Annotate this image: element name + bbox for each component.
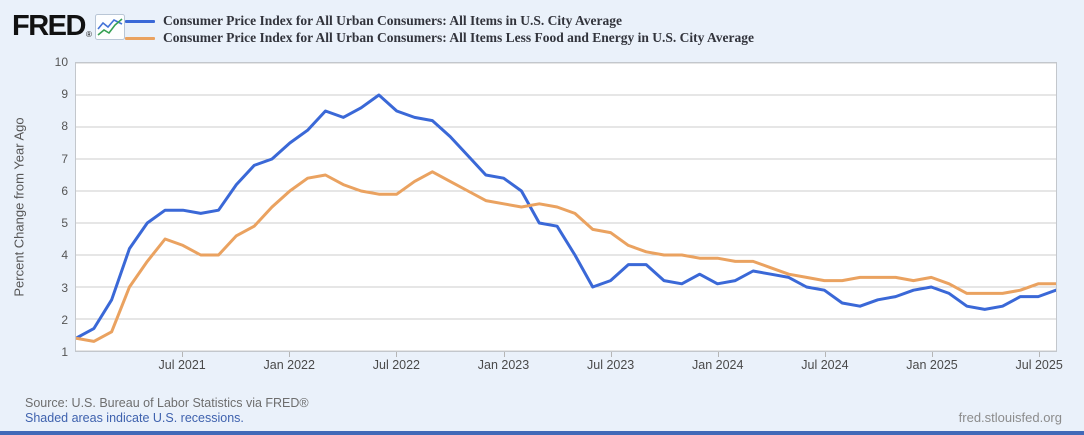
x-tick-mark: [289, 352, 291, 357]
series-line-0[interactable]: [76, 93, 1056, 340]
legend-swatch-orange: [125, 36, 155, 40]
x-tick-label: Jul 2021: [158, 358, 206, 372]
line-chart-icon: [94, 13, 125, 40]
y-tick-label: 6: [61, 183, 68, 198]
y-tick-label: 3: [61, 280, 68, 295]
recessions-note-link[interactable]: Shaded areas indicate U.S. recessions.: [25, 411, 244, 425]
x-tick-label: Jan 2023: [477, 358, 530, 372]
source-attribution: Source: U.S. Bureau of Labor Statistics …: [25, 396, 309, 410]
x-tick-label: Jan 2024: [692, 358, 744, 372]
x-tick-label: Jan 2025: [906, 358, 958, 372]
x-tick-mark: [182, 352, 184, 357]
x-tick-label: Jul 2024: [801, 358, 849, 372]
x-tick-mark: [717, 352, 719, 357]
x-tick-mark: [610, 352, 612, 357]
fred-logo-text: FRED: [12, 10, 86, 42]
bottom-accent-bar: [0, 431, 1084, 435]
legend-item-cpi-all-items: Consumer Price Index for All Urban Consu…: [125, 13, 754, 29]
x-tick-label: Jul 2022: [372, 358, 421, 372]
series-line-1[interactable]: [76, 170, 1056, 343]
chart-canvas[interactable]: [76, 63, 1056, 351]
legend-item-core-cpi: Consumer Price Index for All Urban Consu…: [125, 30, 754, 46]
y-tick-label: 5: [61, 216, 68, 231]
y-tick-label: 2: [61, 312, 68, 327]
registered-mark: ®: [85, 30, 92, 39]
x-tick-mark: [396, 352, 398, 357]
x-tick-label: Jan 2022: [263, 358, 315, 372]
y-axis-title: Percent Change from Year Ago: [11, 117, 27, 297]
legend-label-cpi-all-items[interactable]: Consumer Price Index for All Urban Consu…: [163, 13, 622, 28]
fred-site-attribution: fred.stlouisfed.org: [958, 410, 1062, 425]
y-tick-label: 4: [61, 248, 68, 263]
x-tick-mark: [824, 352, 826, 357]
legend: Consumer Price Index for All Urban Consu…: [125, 13, 754, 47]
y-tick-label: 1: [61, 345, 68, 359]
y-tick-label: 10: [54, 55, 68, 69]
x-tick-mark: [932, 352, 934, 357]
x-tick-mark: [503, 352, 505, 357]
plot-area[interactable]: [75, 62, 1057, 352]
legend-swatch-blue: [125, 19, 155, 23]
legend-label-core-cpi[interactable]: Consumer Price Index for All Urban Consu…: [163, 30, 755, 45]
x-tick-label: Jul 2023: [586, 358, 635, 372]
fred-logo[interactable]: FRED ®: [12, 12, 125, 41]
y-tick-label: 9: [61, 87, 68, 102]
x-tick-label: Jul 2025: [1015, 358, 1063, 372]
y-tick-label: 7: [61, 151, 68, 166]
y-tick-label: 8: [61, 119, 68, 134]
x-tick-mark: [1039, 352, 1041, 357]
